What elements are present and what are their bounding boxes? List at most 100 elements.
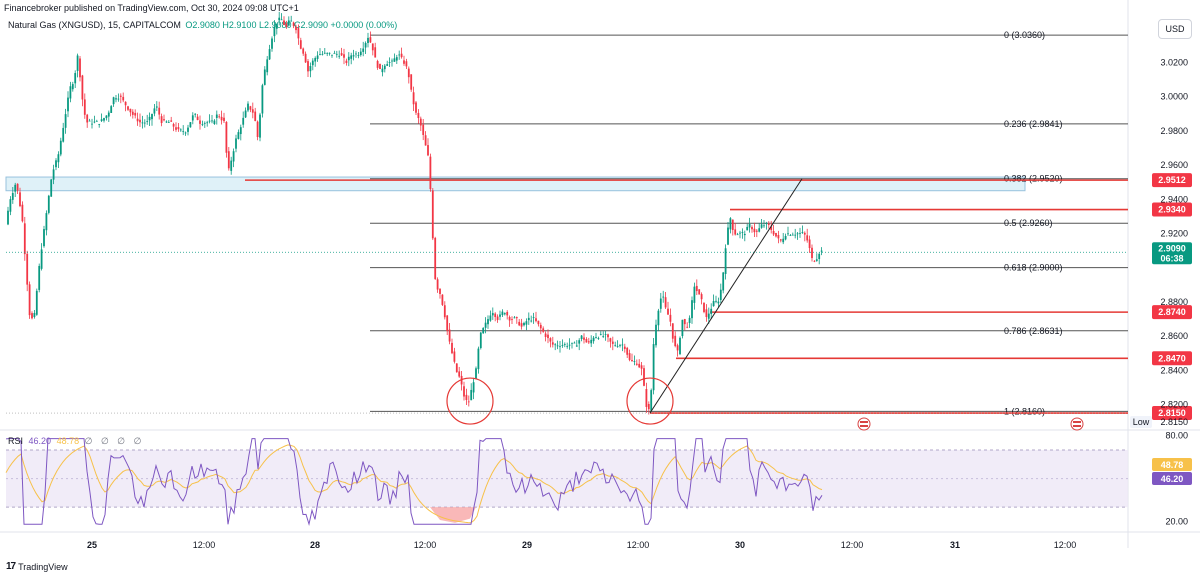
candle-body (583, 337, 585, 340)
candle-body (285, 23, 288, 27)
candle-body (88, 120, 91, 122)
symbol-title[interactable]: Natural Gas (XNGUSD), 15, CAPITALCOM (8, 20, 181, 30)
candle-body (736, 234, 739, 236)
candle-body (71, 84, 74, 90)
candle-body (62, 127, 65, 142)
candle-body (511, 318, 513, 320)
candle-body (806, 235, 809, 241)
candle-body (424, 135, 427, 146)
level-tag (1152, 173, 1192, 188)
candle-body (57, 154, 60, 163)
candle-body (386, 64, 389, 66)
candle-body (280, 19, 283, 21)
candle-body (355, 53, 357, 55)
tradingview-brand[interactable]: 17 TradingView (6, 561, 68, 572)
time-tick-label: 25 (87, 540, 97, 550)
candle-body (359, 51, 362, 56)
candle-body (453, 351, 456, 362)
candle-body (251, 109, 254, 113)
candle-body (544, 333, 547, 337)
candle-body (619, 345, 621, 347)
candle-body (35, 290, 38, 315)
candle-body (417, 112, 420, 119)
candle-body (758, 228, 761, 232)
candle-body (520, 323, 523, 327)
horizontal-levels: 2.9512 2.9340 2.8740 2.8470 2.8150 (245, 173, 1192, 421)
candle-body (314, 58, 317, 62)
candle-body (487, 319, 489, 325)
candle-body (779, 239, 782, 241)
candle-body (347, 56, 350, 61)
level-tag-label: 2.8470 (1158, 353, 1186, 363)
candle-body (439, 288, 441, 294)
candle-body (472, 382, 475, 393)
candle-body (206, 122, 209, 124)
candle-body (266, 59, 269, 73)
candle-body (227, 151, 230, 169)
candle-body (287, 20, 290, 26)
candle-body (484, 322, 487, 328)
candle-body (74, 73, 77, 84)
candle-body (297, 28, 300, 39)
candle-body (679, 337, 681, 355)
fib-label: 0.382 (2.9520) (1004, 174, 1063, 184)
candle-body (247, 103, 249, 111)
candle-body (719, 289, 722, 300)
rsi-pane: 80.00 20.00 48.78 46.20 (5, 431, 1192, 526)
rsi-name[interactable]: RSI (8, 436, 24, 446)
rsi-ma-value: 48.78 (56, 436, 80, 446)
candle-body (777, 234, 780, 239)
candle-body (787, 233, 789, 235)
candle-body (770, 226, 773, 231)
candle-body (479, 332, 482, 349)
time-axis: 25 12:00 28 12:00 29 12:00 30 12:00 31 12:00 (87, 540, 1076, 550)
candle-body (218, 116, 221, 118)
candle-body (801, 232, 804, 233)
candle-body (465, 394, 468, 401)
price-tick-label: 3.0200 (1160, 57, 1188, 67)
candle-body (199, 120, 201, 124)
candle-body (765, 223, 768, 225)
rsi-value-label: 46.20 (1161, 474, 1184, 484)
candle-body (335, 53, 338, 55)
rsi-tick-label: 80.00 (1165, 431, 1188, 441)
candle-body (105, 115, 108, 119)
fibonacci-retracement: 0 (3.0360) 0.236 (2.9841) 0.382 (2.9520) 0.… (370, 30, 1128, 416)
currency-button[interactable]: USD (1158, 19, 1192, 39)
candle-body (429, 156, 432, 190)
candle-body (645, 389, 648, 407)
candle-body (309, 66, 312, 72)
candle-body (568, 344, 571, 346)
candle-body (410, 74, 413, 90)
candle-body (791, 234, 794, 236)
level-tag-label: 2.9512 (1158, 175, 1186, 185)
candle-body (763, 225, 765, 227)
candle-body (535, 318, 537, 322)
candle-body (513, 317, 516, 319)
candle-body (191, 115, 194, 121)
candle-body (146, 121, 149, 122)
candle-body (167, 122, 170, 124)
candle-body (688, 317, 691, 323)
candle-body (712, 301, 715, 307)
price-tick-label: 2.9200 (1160, 228, 1188, 238)
price-tick-label: 2.9400 (1160, 194, 1188, 204)
candle-body (95, 120, 98, 122)
time-tick-label: 31 (950, 540, 960, 550)
highlight-circle (626, 377, 674, 425)
candle-body (743, 233, 746, 236)
candle-body (304, 53, 307, 63)
candle-body (143, 122, 146, 124)
candle-body (275, 23, 278, 29)
candle-body (431, 190, 434, 239)
candle-body (249, 106, 252, 110)
candle-body (614, 345, 617, 347)
candle-body (83, 99, 86, 115)
candle-body (59, 140, 62, 155)
candle-body (107, 112, 110, 117)
candle-body (19, 192, 21, 207)
level-tag (1152, 305, 1192, 320)
candle-body (489, 315, 492, 321)
us-flag-icon (1070, 417, 1084, 431)
